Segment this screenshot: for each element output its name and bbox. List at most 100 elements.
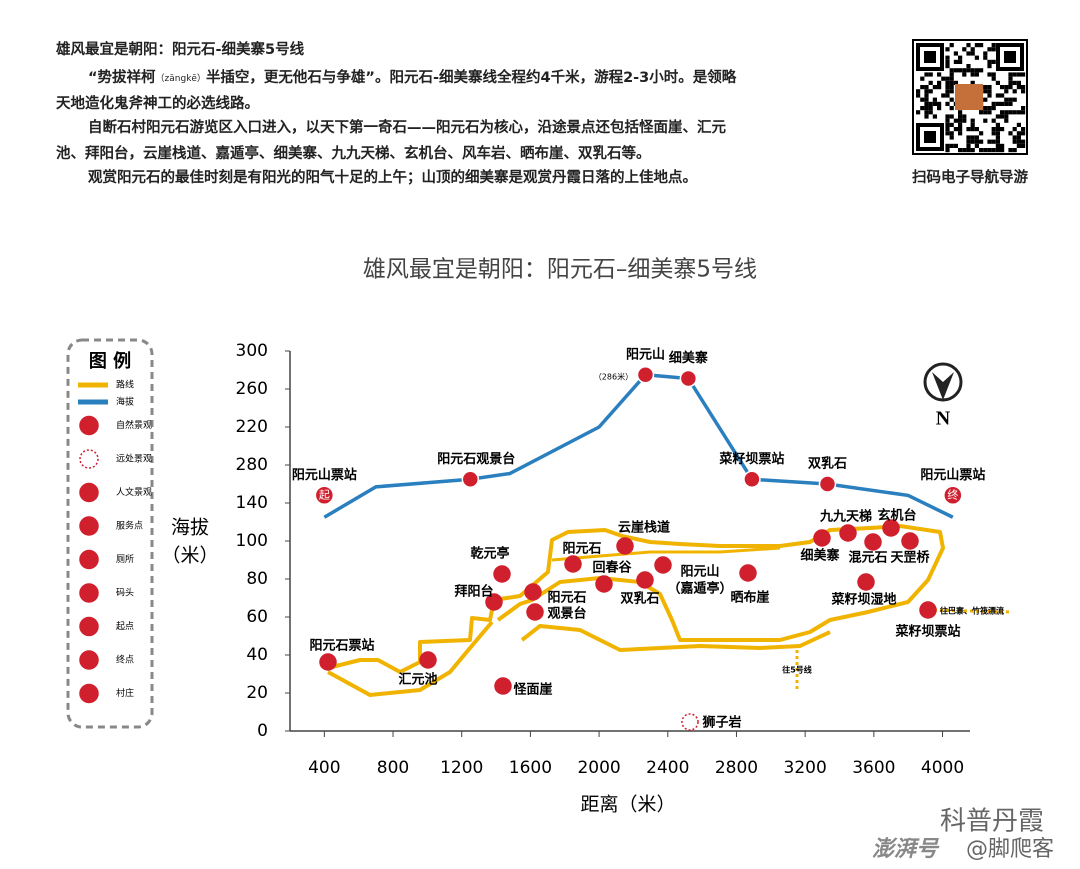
qr-cell [983,89,988,94]
qr-cell [928,80,933,85]
header-line: 观赏阳元石的最佳时刻是有阳光的阳气十足的上午；山顶的细美寨是观赏丹霞日落的上佳地… [88,168,697,186]
qr-cell [953,118,958,123]
legend-icon [79,516,99,536]
qr-cell [979,68,984,73]
map-label: 怪面崖 [513,682,552,698]
qr-cell [991,72,996,77]
map-icon [654,556,672,574]
qr-cell [962,47,967,52]
qr-cell [966,148,971,153]
elevation-point [461,470,480,488]
qr-cell [1008,101,1013,106]
annotation: （286米） [594,372,633,382]
qr-cell [924,97,929,102]
map-label: 往巴寨、竹筏漂流 [940,606,1004,616]
x-tick-label: 1600 [509,758,552,778]
point-label: 阳元山 [626,346,665,362]
qr-cell [1000,101,1005,106]
map-icon [616,537,634,555]
qr-cell [949,97,954,102]
map-label: 回春谷 [592,560,632,576]
qr-cell [987,106,992,111]
qr-cell [987,148,992,153]
qr-cell [983,51,988,56]
header-line: “势拔祥柯（zāngkē）半插空，更无他石与争雄”。阳元石-细美寨线全程约4千米… [88,68,737,86]
qr-cell [970,139,975,144]
map-label: 阳元石票站 [309,638,374,654]
pin-text: 终 [947,487,958,501]
qr-cell [966,139,971,144]
qr-cell [920,97,925,102]
header-line: 天地造化鬼斧神工的必选线路。 [56,94,259,112]
qr-cell [916,89,921,94]
qr-cell [920,76,925,81]
qr-cell [1021,143,1026,148]
qr-cell [983,106,988,111]
qr-cell [937,72,942,77]
legend-icon [79,549,99,570]
legend-label: 村庄 [116,687,134,699]
qr-cell [983,97,988,102]
qr-cell [987,72,992,77]
qr-cell [995,93,1000,98]
qr-cell [958,114,963,119]
qr-cell [1016,143,1021,148]
map-label: 汇元池 [398,672,437,688]
qr-cell [991,76,996,81]
qr-cell [974,127,979,132]
qr-code [912,39,1028,155]
qr-cell [995,114,1000,119]
qr-cell [966,64,971,69]
map-label: 细美寨 [800,548,839,564]
qr-cell [949,122,954,127]
qr-cell [995,139,1000,144]
qr-cell [958,148,963,153]
elevation-point [679,369,698,388]
qr-cell [987,59,992,64]
qr-cell [958,68,963,73]
map-label: 阳元山 [680,564,719,580]
qr-cell [1016,80,1021,85]
qr-cell [928,72,933,77]
qr-cell [1021,85,1026,90]
header-text: “势拔祥柯（zāngkē）半插空，更无他石与争雄”。阳元石-细美寨线全程约4千米… [56,68,737,186]
qr-cell [987,93,992,98]
north-label: N [936,408,951,430]
qr-cell [962,68,967,73]
qr-cell [928,101,933,106]
qr-cell [1008,72,1013,77]
qr-cell [991,148,996,153]
elevation-point [636,366,655,384]
qr-cell [1021,89,1026,94]
qr-cell [991,106,996,111]
header-text-part: 自断石村阳元石游览区入口进入，以天下第一奇石——阳元石为核心，沿途景点还包括怪面… [88,118,726,136]
point-label: 阳元石观景台 [437,451,515,467]
qr-cell [916,93,921,98]
qr-finder [1004,51,1016,63]
point-label: 双乳石 [808,456,847,472]
qr-cell [983,148,988,153]
qr-cell [958,55,963,60]
qr-cell [924,93,929,98]
qr-cell [924,106,929,111]
qr-cell [949,131,954,136]
qr-cell [962,148,967,153]
qr-cell [949,76,954,81]
wm-platform: 澎湃号 [872,837,940,862]
qr-cell [1004,118,1009,123]
legend-label: 远处景观 [116,453,152,465]
qr-cell [937,85,942,90]
qr-cell [949,80,954,85]
qr-cell [970,148,975,153]
qr-cell [995,80,1000,85]
legend-label: 起点 [116,621,134,632]
qr-cell [987,110,992,115]
qr-cell [949,68,954,73]
qr-cell [1016,131,1021,136]
qr-finder [924,131,936,143]
map-icon [636,571,654,589]
qr-cell [928,89,933,94]
pin-text: 起 [319,488,330,501]
qr-cell [974,135,979,140]
header-text-part: 天地造化鬼斧神工的必选线路。 [56,94,259,112]
